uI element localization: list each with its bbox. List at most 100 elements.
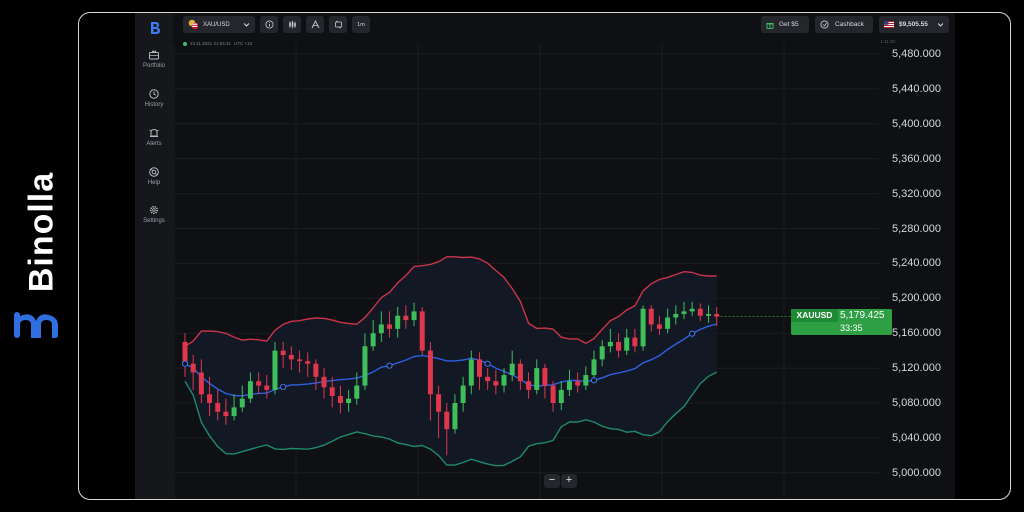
y-tick-label: 5,440.000 xyxy=(892,82,941,95)
candle xyxy=(305,361,311,364)
current-price-marker: XAUUSD 5,179.425 33:35 xyxy=(791,309,892,335)
trade-marker xyxy=(689,330,696,337)
candle xyxy=(476,359,482,377)
current-price: 5,179.425 xyxy=(840,310,885,321)
cashback-label: Cashback xyxy=(835,21,864,28)
candle xyxy=(395,315,401,329)
candle xyxy=(321,376,327,388)
trade-marker xyxy=(280,383,287,390)
candle xyxy=(624,337,630,351)
candle xyxy=(706,314,712,316)
candle xyxy=(460,385,466,403)
candle xyxy=(419,311,425,351)
candle xyxy=(542,368,548,386)
candle xyxy=(403,315,409,321)
candle xyxy=(256,381,262,386)
candle xyxy=(182,341,188,364)
candle xyxy=(247,381,253,399)
candle xyxy=(681,311,687,315)
trade-marker xyxy=(484,360,491,367)
y-tick-label: 5,080.000 xyxy=(892,397,941,409)
asset-selector[interactable]: XAU/USD xyxy=(183,16,255,33)
candle xyxy=(223,411,229,417)
drawing-tools-button[interactable] xyxy=(329,16,347,33)
candle xyxy=(493,381,499,386)
info-icon xyxy=(265,20,273,29)
candle xyxy=(207,394,213,403)
zoom-in-button[interactable]: + xyxy=(561,474,577,488)
candle xyxy=(656,324,662,329)
info-button[interactable] xyxy=(260,16,278,33)
candle xyxy=(697,308,703,316)
indicators-icon xyxy=(311,20,319,29)
y-tick-label: 5,040.000 xyxy=(892,431,941,444)
binolla-logo-icon xyxy=(14,312,58,338)
sidebar-item-portfolio[interactable]: Portfolio xyxy=(135,49,173,69)
alerts-icon xyxy=(149,128,159,137)
candle xyxy=(378,324,384,334)
candle xyxy=(485,376,491,382)
sidebar-item-history[interactable]: History xyxy=(135,88,173,108)
app-logo-icon[interactable] xyxy=(148,21,162,35)
sidebar: Portfolio History Alerts Help Settings xyxy=(135,13,173,499)
y-tick-label: 5,480.000 xyxy=(892,48,941,60)
candle xyxy=(599,346,605,360)
candle xyxy=(575,381,581,386)
candle xyxy=(231,407,237,417)
candle xyxy=(362,346,368,386)
candle xyxy=(517,363,523,382)
candle xyxy=(689,308,695,312)
drawing-tools-icon xyxy=(334,20,342,29)
indicators-button[interactable] xyxy=(306,16,324,33)
price-chart[interactable] xyxy=(79,13,1011,500)
timeframe-selector[interactable]: 1m xyxy=(352,16,370,33)
timeframe-label: 1m xyxy=(357,21,365,28)
y-tick-label: 5,200.000 xyxy=(892,292,941,305)
candle xyxy=(673,314,679,318)
bollinger-middle-line xyxy=(184,323,717,397)
zoom-out-button[interactable]: − xyxy=(544,474,560,488)
screenshot-frame: Portfolio History Alerts Help Settings xyxy=(78,12,1011,500)
candle xyxy=(288,355,294,360)
help-icon xyxy=(149,167,159,177)
y-tick-label: 5,160.000 xyxy=(892,327,941,340)
candles-icon xyxy=(288,20,296,29)
chart-type-button[interactable] xyxy=(283,16,301,33)
candle xyxy=(583,375,589,386)
sidebar-item-label: Help xyxy=(147,180,161,186)
candle xyxy=(239,398,245,408)
candle xyxy=(215,403,221,412)
asset-name: XAU/USD xyxy=(203,21,230,28)
candle xyxy=(558,389,564,403)
candle xyxy=(607,341,613,347)
candle xyxy=(534,368,540,390)
chart-timestamp: 23.11.2021 21:04:31 xyxy=(190,41,231,46)
sidebar-item-label: Portfolio xyxy=(142,63,165,69)
candle xyxy=(297,359,303,362)
candle xyxy=(264,385,270,390)
candle xyxy=(616,341,622,351)
get-bonus-button[interactable]: Get $5 xyxy=(761,16,809,33)
chevron-down-icon xyxy=(243,23,250,27)
y-tick-label: 5,120.000 xyxy=(892,362,941,375)
balance-amount: $9,505.55 xyxy=(899,21,928,28)
candle xyxy=(640,308,646,347)
sidebar-item-help[interactable]: Help xyxy=(135,166,173,186)
gift-icon xyxy=(766,22,774,29)
bollinger-lower-line xyxy=(184,371,718,467)
candle xyxy=(444,411,450,430)
sidebar-item-label: History xyxy=(144,102,164,108)
candle xyxy=(354,385,360,399)
candle xyxy=(665,317,671,329)
y-tick-label: 5,280.000 xyxy=(892,222,941,235)
y-tick-label: 5,000.000 xyxy=(892,466,941,479)
bollinger-upper-line xyxy=(184,256,717,347)
sidebar-item-settings[interactable]: Settings xyxy=(135,204,173,224)
sidebar-item-alerts[interactable]: Alerts xyxy=(135,127,173,147)
account-balance-selector[interactable]: $9,505.55 xyxy=(879,16,949,33)
cashback-button[interactable]: Cashback xyxy=(815,16,873,33)
asset-flag-icon xyxy=(188,19,199,30)
candle xyxy=(346,398,352,403)
candle xyxy=(198,372,204,395)
